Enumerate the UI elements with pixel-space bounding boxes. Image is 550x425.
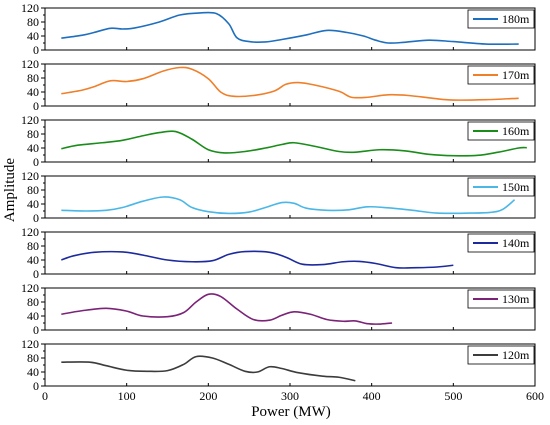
y-tick-label: 40	[27, 29, 39, 43]
legend-label: 130m	[502, 292, 530, 306]
x-tick-label: 200	[199, 389, 217, 403]
y-tick-label: 40	[27, 85, 39, 99]
y-tick-label: 80	[27, 295, 39, 309]
legend-160m: 160m	[467, 121, 535, 141]
y-tick-label: 0	[33, 267, 39, 281]
panel-frame	[44, 287, 536, 331]
y-tick-label: 120	[21, 169, 39, 183]
y-tick-label: 40	[27, 309, 39, 323]
y-tick-label: 80	[27, 351, 39, 365]
legend-box	[467, 345, 535, 365]
chart-panels: 04080120180m04080120170m04080120160m0408…	[21, 1, 536, 393]
y-tick-label: 80	[27, 127, 39, 141]
y-tick-label: 0	[33, 379, 39, 393]
x-axis: 0 100 200 300 400 500 600	[42, 389, 544, 403]
legend-label: 120m	[502, 348, 530, 362]
y-tick-label: 80	[27, 15, 39, 29]
legend-120m: 120m	[467, 345, 535, 365]
panel-frame	[44, 231, 536, 275]
y-tick-label: 0	[33, 323, 39, 337]
x-tick-label: 0	[42, 389, 48, 403]
series-line-130m	[61, 293, 393, 325]
x-tick-label: 100	[118, 389, 136, 403]
legend-label: 160m	[502, 124, 530, 138]
legend-180m: 180m	[467, 9, 535, 29]
y-tick-label: 120	[21, 1, 39, 15]
series-line-170m	[61, 66, 519, 101]
x-tick-label: 400	[363, 389, 381, 403]
x-tick-label: 500	[444, 389, 462, 403]
legend-box	[467, 177, 535, 197]
legend-label: 150m	[502, 180, 530, 194]
legend-box	[467, 289, 535, 309]
y-tick-label: 80	[27, 71, 39, 85]
legend-150m: 150m	[467, 177, 535, 197]
y-tick-label: 40	[27, 197, 39, 211]
y-tick-label: 120	[21, 337, 39, 351]
y-tick-label: 0	[33, 43, 39, 57]
legend-130m: 130m	[467, 289, 535, 309]
panel-frame	[44, 63, 536, 107]
legend-140m: 140m	[467, 233, 535, 253]
y-tick-label: 120	[21, 57, 39, 71]
legend-box	[467, 233, 535, 253]
legend-box	[467, 65, 535, 85]
y-tick-label: 40	[27, 253, 39, 267]
legend-box	[467, 121, 535, 141]
y-tick-label: 120	[21, 281, 39, 295]
x-tick-label: 600	[526, 389, 544, 403]
y-tick-label: 0	[33, 211, 39, 225]
legend-label: 180m	[502, 12, 530, 26]
series-line-150m	[61, 196, 516, 215]
y-tick-label: 120	[21, 113, 39, 127]
series-line-140m	[61, 250, 454, 269]
y-tick-label: 80	[27, 183, 39, 197]
legend-label: 170m	[502, 68, 530, 82]
y-tick-label: 80	[27, 239, 39, 253]
panel-frame	[44, 343, 536, 387]
x-axis-title: Power (MW)	[251, 404, 331, 420]
series-line-120m	[61, 355, 356, 382]
series-line-180m	[61, 11, 519, 46]
y-tick-label: 0	[33, 155, 39, 169]
y-tick-label: 40	[27, 365, 39, 379]
series-line-160m	[61, 130, 527, 157]
legend-170m: 170m	[467, 65, 535, 85]
legend-box	[467, 9, 535, 29]
y-tick-label: 120	[21, 225, 39, 239]
y-axis-title: Amplitude	[2, 158, 18, 223]
y-tick-label: 40	[27, 141, 39, 155]
legend-label: 140m	[502, 236, 530, 250]
panel-frame	[44, 175, 536, 219]
y-tick-label: 0	[33, 99, 39, 113]
x-tick-label: 300	[281, 389, 299, 403]
